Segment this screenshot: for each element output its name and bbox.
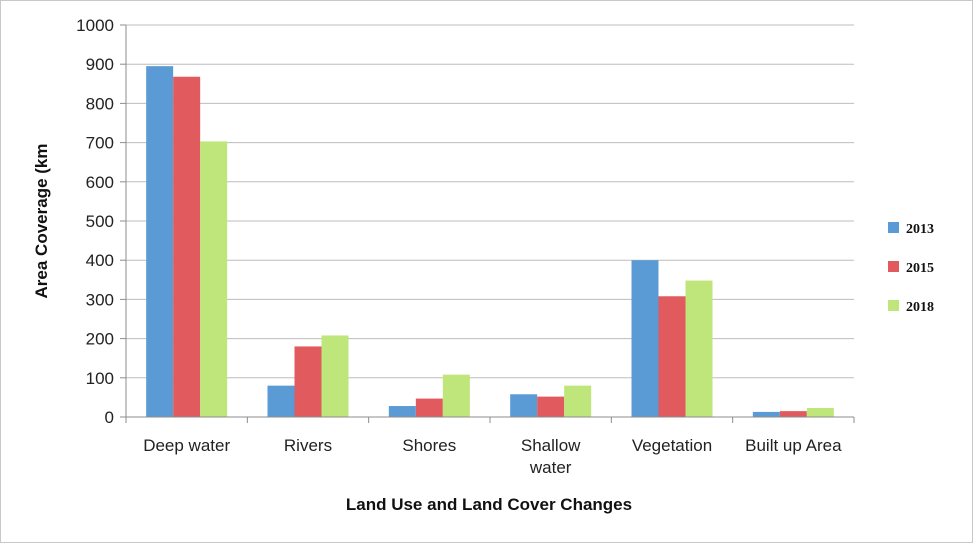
y-tick-label: 300 [86, 290, 114, 309]
bar-2015 [173, 76, 201, 417]
y-tick-label: 900 [86, 55, 114, 74]
x-category-label: Shores [402, 436, 456, 455]
legend: 2013 2015 2018 [888, 222, 934, 315]
legend-label: 2015 [906, 261, 934, 276]
legend-label: 2018 [906, 300, 934, 315]
y-tick-label: 0 [105, 408, 114, 427]
bar-2013 [267, 385, 295, 417]
legend-swatch-2013 [888, 222, 899, 233]
x-category-label: Vegetation [632, 436, 712, 455]
axes [125, 25, 855, 423]
y-tick-labels: 0 100 200 300 400 500 600 700 800 900 1000 [76, 16, 114, 427]
bar-2015 [658, 296, 686, 417]
x-category-label: Built up Area [745, 436, 842, 455]
x-category-label: Shallow [521, 436, 581, 455]
y-tick-label: 700 [86, 134, 114, 153]
bar-2013 [752, 411, 780, 417]
bar-2018 [564, 385, 592, 417]
y-tick-label: 200 [86, 330, 114, 349]
legend-label: 2013 [906, 222, 934, 237]
bar-2013 [631, 260, 659, 417]
bar-2015 [779, 411, 807, 417]
bar-2018 [321, 335, 349, 417]
bar-2013 [510, 394, 538, 417]
bar-2015 [294, 346, 322, 417]
x-axis-title: Land Use and Land Cover Changes [346, 495, 632, 514]
y-tick-label: 100 [86, 369, 114, 388]
bar-2018 [200, 141, 228, 417]
bar-2013 [388, 406, 416, 417]
gridlines [120, 24, 854, 418]
x-category-label: water [529, 458, 572, 477]
y-axis-title: Area Coverage (km [32, 144, 51, 299]
bar-2015 [537, 396, 565, 417]
legend-swatch-2015 [888, 261, 899, 272]
bar-2015 [415, 398, 443, 417]
x-category-labels: Deep water Rivers Shores Shallow water Vegeta… [143, 436, 842, 477]
bar-2018 [442, 374, 470, 417]
bar-2013 [146, 66, 174, 417]
y-tick-label: 500 [86, 212, 114, 231]
legend-swatch-2018 [888, 300, 899, 311]
x-category-label: Deep water [143, 436, 230, 455]
bars [146, 66, 834, 417]
bar-2018 [806, 407, 834, 417]
x-category-label: Rivers [284, 436, 332, 455]
y-tick-label: 800 [86, 94, 114, 113]
y-tick-label: 400 [86, 251, 114, 270]
y-tick-label: 600 [86, 173, 114, 192]
y-tick-label: 1000 [76, 16, 114, 35]
bar-2018 [685, 280, 713, 417]
